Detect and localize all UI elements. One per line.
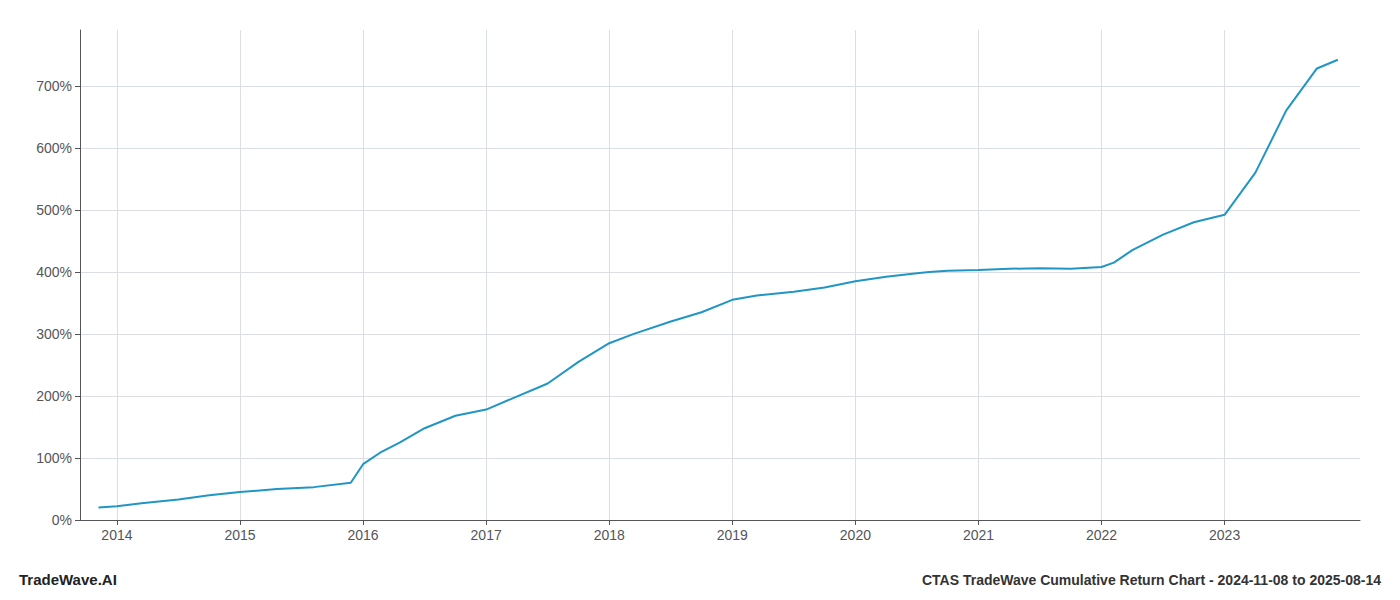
svg-text:300%: 300% [36,326,72,342]
svg-text:2020: 2020 [840,527,871,543]
svg-text:500%: 500% [36,202,72,218]
svg-text:2016: 2016 [347,527,378,543]
svg-text:2022: 2022 [1086,527,1117,543]
svg-text:2017: 2017 [471,527,502,543]
svg-text:0%: 0% [52,512,72,528]
svg-text:2014: 2014 [101,527,132,543]
svg-text:CTAS TradeWave Cumulative Retu: CTAS TradeWave Cumulative Return Chart -… [922,572,1381,588]
svg-text:2021: 2021 [963,527,994,543]
svg-text:100%: 100% [36,450,72,466]
svg-text:2015: 2015 [224,527,255,543]
svg-text:2018: 2018 [594,527,625,543]
svg-text:2023: 2023 [1209,527,1240,543]
svg-text:2019: 2019 [717,527,748,543]
svg-text:200%: 200% [36,388,72,404]
svg-text:600%: 600% [36,140,72,156]
svg-text:700%: 700% [36,78,72,94]
svg-text:400%: 400% [36,264,72,280]
svg-text:TradeWave.AI: TradeWave.AI [19,571,117,588]
